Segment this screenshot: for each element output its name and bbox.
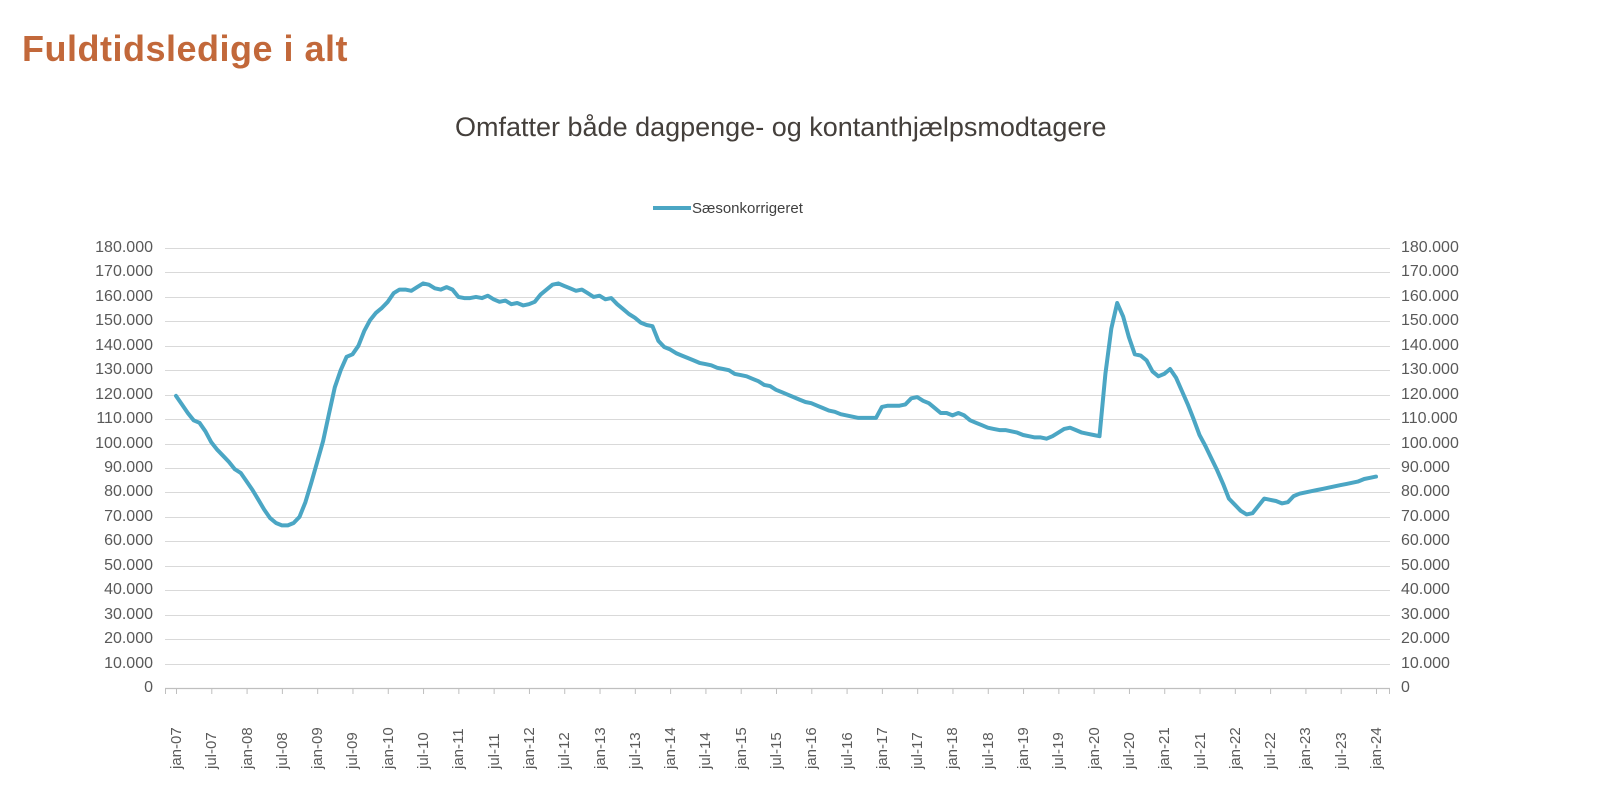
x-axis-tick-label: jan-15	[733, 727, 750, 769]
y-axis-tick-label-left: 140.000	[95, 337, 153, 354]
x-axis-tick-label: jan-19	[1015, 727, 1032, 769]
y-axis-tick-label-left: 170.000	[95, 263, 153, 280]
y-axis-tick-label-left: 30.000	[104, 606, 153, 623]
x-axis-tick-label: jan-23	[1297, 727, 1314, 769]
x-axis-tick-label: jan-18	[944, 727, 961, 769]
y-axis-tick-label-right: 110.000	[1401, 410, 1458, 427]
x-axis-tick-label: jan-08	[239, 727, 256, 769]
chart-legend: Sæsonkorrigeret	[653, 198, 803, 218]
x-axis-tick-label: jul-14	[697, 732, 714, 769]
x-axis-tick-label: jan-16	[803, 727, 820, 769]
x-axis-tick-label: jul-19	[1050, 732, 1067, 769]
y-axis-tick-label-left: 90.000	[104, 459, 153, 476]
y-axis-tick-label-right: 20.000	[1401, 630, 1450, 647]
x-axis-tick-label: jan-21	[1156, 727, 1173, 769]
x-axis-tick-label: jul-20	[1121, 732, 1138, 769]
y-axis-tick-label-left: 10.000	[104, 655, 153, 672]
x-axis-tick-label: jul-18	[980, 732, 997, 769]
y-axis-tick-label-right: 30.000	[1401, 606, 1450, 623]
y-axis-tick-label-left: 50.000	[104, 557, 153, 574]
x-axis-tick-label: jan-24	[1368, 727, 1385, 769]
x-axis-tick-label: jul-23	[1333, 732, 1350, 769]
y-axis-tick-label-left: 0	[144, 679, 153, 696]
x-axis-tick-label: jul-10	[415, 732, 432, 769]
y-axis-tick-label-right: 140.000	[1401, 337, 1459, 354]
y-axis-tick-label-right: 170.000	[1401, 263, 1459, 280]
y-axis-tick-label-left: 60.000	[104, 532, 153, 549]
y-axis-tick-label-left: 130.000	[95, 361, 153, 378]
y-axis-tick-label-left: 180.000	[95, 239, 153, 256]
page-title: Fuldtidsledige i alt	[22, 28, 349, 69]
y-axis-tick-label-right: 80.000	[1401, 483, 1450, 500]
x-axis-tick-label: jul-21	[1192, 732, 1209, 769]
x-axis-tick-label: jan-07	[168, 727, 185, 769]
x-axis-tick-label: jul-13	[627, 732, 644, 769]
y-axis-tick-label-right: 160.000	[1401, 288, 1459, 305]
y-axis-tick-label-left: 80.000	[104, 483, 153, 500]
x-axis-tick-label: jul-22	[1262, 732, 1279, 769]
x-axis-tick-label: jan-20	[1086, 727, 1103, 769]
y-axis-tick-label-right: 150.000	[1401, 312, 1459, 329]
x-axis-tick-label: jul-17	[909, 732, 926, 769]
x-axis-tick-label: jan-17	[874, 727, 891, 769]
y-axis-tick-label-right: 90.000	[1401, 459, 1450, 476]
y-axis-tick-label-left: 40.000	[104, 581, 153, 598]
x-axis-tick-label: jan-22	[1227, 727, 1244, 769]
y-axis-tick-label-right: 60.000	[1401, 532, 1450, 549]
x-axis-tick-label: jul-11	[486, 733, 503, 769]
y-axis-tick-label-right: 50.000	[1401, 557, 1450, 574]
y-axis-tick-label-right: 10.000	[1401, 655, 1450, 672]
x-axis-tick-label: jul-09	[344, 732, 361, 769]
x-axis-tick-label: jan-12	[521, 727, 538, 769]
y-axis-tick-label-left: 70.000	[104, 508, 153, 525]
x-axis-tick-label: jul-12	[556, 732, 573, 769]
y-axis-tick-label-right: 70.000	[1401, 508, 1450, 525]
x-axis-tick-label: jul-15	[768, 732, 785, 769]
x-axis-tick-label: jan-14	[662, 727, 679, 769]
y-axis-tick-label-right: 100.000	[1401, 435, 1459, 452]
legend-line-marker-icon	[653, 206, 691, 210]
chart-subtitle: Omfatter både dagpenge- og kontanthjælps…	[455, 112, 1107, 142]
y-axis-tick-label-right: 0	[1401, 679, 1410, 696]
legend-series-label: Sæsonkorrigeret	[692, 199, 803, 217]
x-axis-tick-label: jan-13	[592, 727, 609, 769]
y-axis-tick-label-left: 150.000	[95, 312, 153, 329]
y-axis-tick-label-right: 130.000	[1401, 361, 1459, 378]
y-axis-tick-label-right: 180.000	[1401, 239, 1459, 256]
x-axis-tick-label: jan-11	[450, 728, 467, 769]
y-axis-tick-label-left: 100.000	[95, 435, 153, 452]
x-axis-tick-label: jul-16	[839, 732, 856, 769]
y-axis-tick-label-left: 160.000	[95, 288, 153, 305]
x-axis-tick-label: jul-08	[274, 732, 291, 769]
y-axis-tick-label-right: 40.000	[1401, 581, 1450, 598]
y-axis-tick-label-left: 120.000	[95, 386, 153, 403]
x-axis-tick-label: jan-09	[309, 727, 326, 769]
series-line-saesonkorrigeret	[174, 281, 1378, 528]
x-axis-tick-label: jan-10	[380, 727, 397, 769]
x-axis-tick-label: jul-07	[203, 732, 220, 769]
y-axis-tick-label-right: 120.000	[1401, 386, 1459, 403]
y-axis-tick-label-left: 110.000	[96, 410, 153, 427]
y-axis-tick-label-left: 20.000	[104, 630, 153, 647]
